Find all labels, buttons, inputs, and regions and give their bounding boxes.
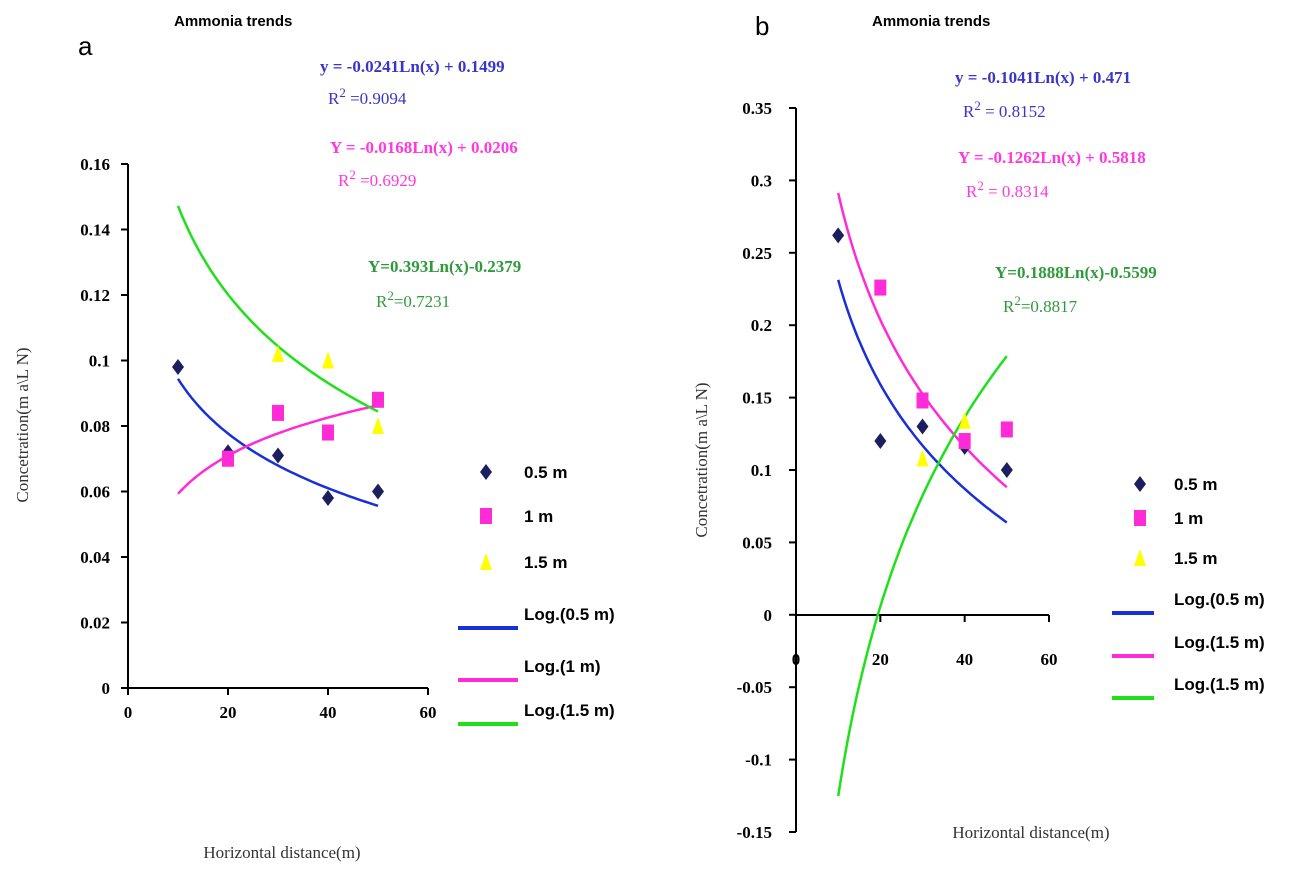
equation-text: Y=0.393Ln(x)-0.2379: [368, 257, 521, 276]
equation-text: Y=0.1888Ln(x)-0.5599: [995, 263, 1157, 282]
r-squared-text: R2=0.7231: [376, 288, 450, 311]
legend-symbol-triangle: [1134, 549, 1146, 566]
x-tick-label: 0: [792, 650, 801, 669]
y-tick-label: -0.1: [745, 751, 772, 770]
r-squared-text: R2 = 0.8314: [966, 178, 1049, 201]
y-tick-label: 0.1: [89, 352, 110, 371]
y-tick-label: 0: [764, 606, 773, 625]
y-tick-label: 0.08: [80, 417, 110, 436]
legend-symbol-diamond: [1134, 476, 1146, 492]
r-squared-text: R2=0.8817: [1003, 293, 1078, 316]
legend-symbol-triangle: [480, 553, 492, 570]
x-tick-label: 60: [420, 703, 437, 722]
data-point-square: [874, 279, 887, 296]
chart-panel-a: a Ammonia trends 0 0.02 0.04 0.06 0.08 0.1 0.12 0…: [13, 13, 615, 862]
data-point-diamond: [1000, 462, 1013, 478]
data-point-diamond: [322, 490, 334, 507]
y-tick-label: 0.1: [751, 461, 772, 480]
x-axis-label: Horizontal distance(m): [952, 823, 1109, 842]
y-tick-label: 0: [102, 679, 111, 698]
legend-label: Log.(1.5 m): [1174, 633, 1265, 652]
y-tick-label: 0.06: [80, 483, 110, 502]
trendline-2: [177, 404, 379, 495]
x-tick-label: 40: [956, 650, 973, 669]
y-tick-label: 0.12: [80, 286, 110, 305]
data-point-square: [916, 392, 929, 409]
data-point-square: [1000, 421, 1013, 438]
legend-label: 1 m: [1174, 509, 1203, 528]
legend-symbol-square: [480, 508, 492, 524]
y-tick-label: 0.2: [751, 316, 772, 335]
data-point-triangle: [322, 351, 334, 369]
legend-label: Log.(1 m): [524, 657, 601, 676]
legend-label: 1 m: [524, 507, 553, 526]
data-point-triangle: [958, 411, 971, 429]
legend-label: Log.(1.5 m): [1174, 675, 1265, 694]
equation-text: y = -0.1041Ln(x) + 0.471: [955, 68, 1131, 87]
legend-label: 1.5 m: [1174, 549, 1217, 568]
data-point-triangle: [272, 344, 284, 362]
x-axis-label: Horizontal distance(m): [203, 843, 360, 862]
y-axis-label: Concetration(m a\L N): [13, 347, 32, 502]
data-point-diamond: [172, 359, 184, 376]
panel-label: a: [78, 31, 93, 61]
trendline-3: [836, 355, 1008, 797]
legend-label: 0.5 m: [524, 463, 567, 482]
y-tick-label: 0.14: [80, 221, 110, 240]
y-tick-label: 0.25: [742, 244, 772, 263]
legend-label: Log.(1.5 m): [524, 701, 615, 720]
data-point-square: [958, 433, 971, 450]
y-tick-label: 0.15: [742, 389, 772, 408]
data-point-square: [372, 391, 384, 408]
r-squared-text: R2 = 0.8152: [963, 98, 1046, 121]
data-point-diamond: [372, 483, 384, 500]
data-point-diamond: [916, 418, 929, 435]
chart-title: Ammonia trends: [174, 13, 292, 30]
data-point-diamond: [272, 447, 284, 464]
y-tick-label: 0.3: [751, 171, 772, 190]
r-squared-text: R2 =0.9094: [328, 85, 407, 108]
data-point-diamond: [874, 433, 887, 450]
trendline-2: [836, 192, 1008, 489]
data-point-square: [272, 404, 284, 421]
y-tick-label: 0.16: [80, 155, 110, 174]
data-point-triangle: [372, 417, 384, 434]
trendline-3: [176, 205, 379, 413]
y-axis-label: Concetration(m a\L N): [692, 382, 711, 537]
y-tick-label: 0.02: [80, 614, 110, 633]
panel-label: b: [755, 11, 769, 41]
r-squared-text: R2 =0.6929: [338, 167, 416, 190]
chart-panel-b: b Ammonia trends -0.15 -0.1 -0.05 0 0.05 0.1 0.1…: [692, 11, 1265, 842]
y-tick-label: 0.04: [80, 548, 110, 567]
x-tick-label: 40: [320, 703, 337, 722]
equation-text: y = -0.0241Ln(x) + 0.1499: [320, 57, 505, 76]
data-point-triangle: [916, 449, 929, 467]
y-tick-label: -0.05: [737, 678, 772, 697]
y-tick-label: 0.05: [742, 533, 772, 552]
y-tick-label: -0.15: [737, 823, 772, 842]
equation-text: Y = -0.1262Ln(x) + 0.5818: [958, 148, 1146, 167]
legend-label: Log.(0.5 m): [524, 605, 615, 624]
legend-label: Log.(0.5 m): [1174, 590, 1265, 609]
data-point-square: [222, 450, 234, 467]
data-point-square: [322, 424, 334, 441]
trendline-1: [176, 378, 379, 507]
legend-symbol-square: [1134, 510, 1146, 526]
x-tick-label: 20: [872, 650, 889, 669]
legend-label: 1.5 m: [524, 553, 567, 572]
data-point-diamond: [832, 227, 845, 244]
x-tick-label: 0: [124, 703, 133, 722]
legend-symbol-diamond: [480, 464, 492, 480]
trendline-1: [836, 279, 1008, 524]
x-tick-label: 60: [1041, 650, 1058, 669]
y-tick-label: 0.35: [742, 99, 772, 118]
chart-title: Ammonia trends: [872, 13, 990, 30]
legend-label: 0.5 m: [1174, 475, 1217, 494]
x-tick-label: 20: [220, 703, 237, 722]
equation-text: Y = -0.0168Ln(x) + 0.0206: [330, 138, 518, 157]
